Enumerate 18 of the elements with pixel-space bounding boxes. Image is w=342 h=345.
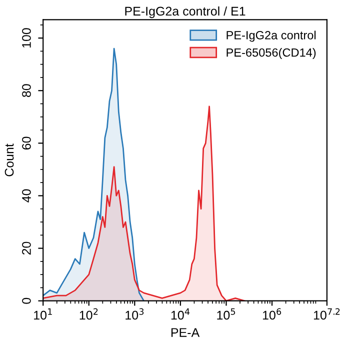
x-tick-label: 10$^{4}$ (171, 308, 190, 320)
y-tick-label: 20 (22, 242, 31, 255)
x-tick-label: 10$^{7.2}$ (314, 308, 340, 320)
legend-label: PE-IgG2a control (226, 30, 316, 42)
x-tick-label: 10$^{1}$ (34, 308, 52, 320)
y-tick-label: 100 (22, 28, 31, 48)
x-tick-label: 10$^{2}$ (80, 308, 98, 320)
y-tick-label: 60 (22, 136, 31, 150)
y-tick-label: 0 (22, 298, 31, 304)
x-tick-label: 10$^{6}$ (262, 308, 282, 320)
x-tick-label: 10$^{3}$ (126, 308, 144, 320)
y-tick-label: 80 (22, 84, 31, 98)
y-tick-label: 40 (22, 189, 31, 202)
x-axis-title: PE-A (171, 328, 200, 337)
x-tick-label: 10$^{5}$ (217, 308, 236, 320)
chart-title: PE-IgG2a control / E1 (125, 6, 246, 18)
y-axis-title: Count (4, 144, 14, 176)
legend-label: PE-65056(CD14) (226, 48, 316, 60)
